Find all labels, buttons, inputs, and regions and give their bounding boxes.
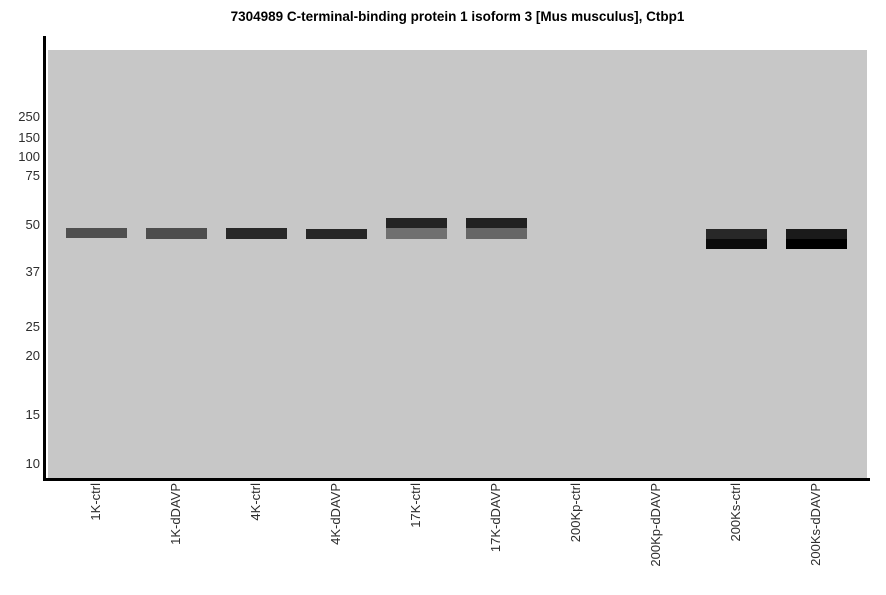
lane-label: 200Ks-dDAVP	[808, 483, 823, 566]
gel-band	[465, 228, 527, 239]
y-tick-label: 20	[25, 348, 40, 363]
y-tick-label: 100	[18, 149, 40, 164]
chart-title: 7304989 C-terminal-binding protein 1 iso…	[230, 9, 685, 24]
y-tick-label: 50	[25, 217, 40, 232]
gel-band	[385, 218, 447, 228]
gel-band	[785, 239, 847, 249]
lane-label: 17K-ctrl	[408, 483, 423, 528]
gel-band	[305, 229, 367, 239]
lane-label: 200Ks-ctrl	[728, 483, 743, 542]
gel-band	[145, 228, 207, 239]
y-tick-label: 37	[25, 264, 40, 279]
y-tick-label: 25	[25, 319, 40, 334]
gel-band	[705, 239, 767, 249]
gel-band	[705, 229, 767, 239]
y-tick-label: 75	[25, 168, 40, 183]
gel-band	[385, 228, 447, 239]
lane-label: 200Kp-ctrl	[568, 483, 583, 543]
gel-band	[65, 228, 127, 238]
y-axis-line	[43, 36, 46, 480]
lane-label: 1K-dDAVP	[168, 483, 183, 545]
y-tick-label: 10	[25, 456, 40, 471]
gel-band	[785, 229, 847, 239]
y-tick-label: 250	[18, 109, 40, 124]
lane-label: 17K-dDAVP	[488, 483, 503, 553]
lane-label: 4K-ctrl	[248, 483, 263, 521]
gel-band	[225, 228, 287, 239]
lane-label: 4K-dDAVP	[328, 483, 343, 545]
lane-label: 200Kp-dDAVP	[648, 483, 663, 567]
gel-band	[465, 218, 527, 228]
y-tick-label: 150	[18, 130, 40, 145]
gel-area	[48, 50, 867, 478]
lane-label: 1K-ctrl	[88, 483, 103, 521]
y-tick-label: 15	[25, 407, 40, 422]
x-axis-line	[43, 478, 870, 481]
